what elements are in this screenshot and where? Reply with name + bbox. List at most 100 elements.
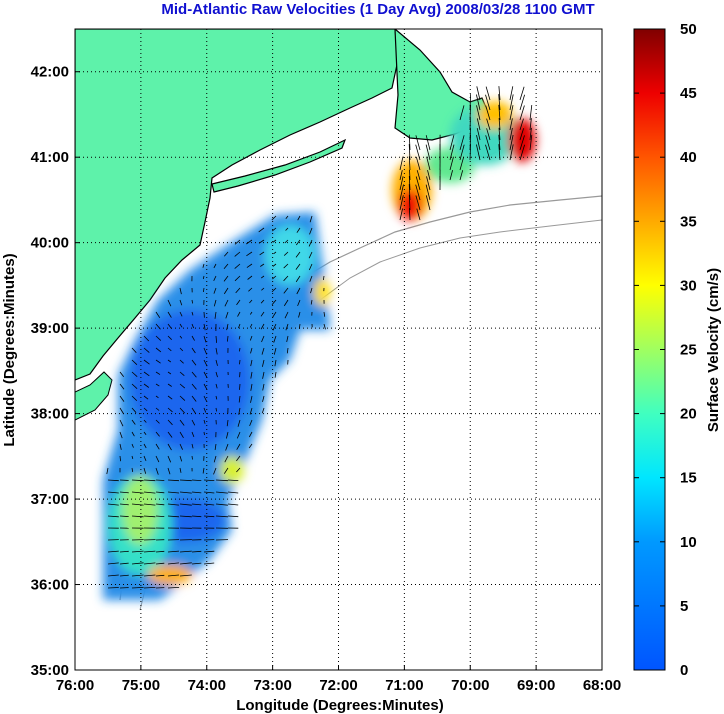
velocity-arrow	[225, 311, 229, 319]
velocity-arrow	[167, 335, 172, 340]
velocity-arrow	[143, 455, 147, 462]
velocity-arrow	[179, 550, 192, 553]
velocity-arrow	[272, 311, 277, 318]
velocity-arrow	[323, 323, 326, 330]
velocity-arrow	[131, 550, 144, 553]
velocity-arrow	[449, 169, 453, 181]
velocity-arrow	[119, 550, 129, 553]
velocity-arrow	[143, 587, 156, 589]
velocity-arrow	[179, 503, 192, 506]
velocity-arrow	[155, 491, 165, 494]
velocity-arrow	[486, 118, 491, 131]
velocity-arrow	[498, 127, 501, 141]
velocity-arrow	[167, 467, 171, 475]
velocity-arrow	[167, 419, 173, 426]
velocity-arrow	[259, 251, 265, 256]
velocity-arrow	[249, 419, 253, 427]
velocity-arrow	[262, 383, 265, 391]
x-tick-label: 73:00	[253, 677, 291, 694]
x-tick-label: 76:00	[56, 677, 94, 694]
velocity-arrow	[415, 156, 421, 171]
velocity-blob-green	[122, 475, 158, 545]
velocity-arrow	[261, 347, 265, 355]
velocity-arrow	[476, 86, 481, 101]
velocity-blob-nantucket-red	[508, 118, 536, 162]
velocity-arrow	[459, 144, 465, 161]
velocity-arrow	[213, 287, 217, 294]
velocity-arrow	[167, 491, 180, 494]
velocity-arrow	[509, 144, 514, 161]
velocity-arrow	[308, 263, 313, 271]
velocity-arrow	[295, 275, 301, 283]
y-axis-ticks: 35:00 36:00 37:00 38:00 39:00 40:00 41:00 42:00	[31, 64, 80, 679]
velocity-arrow	[509, 86, 514, 101]
velocity-arrow	[215, 383, 218, 389]
velocity-arrow	[191, 311, 194, 316]
velocity-arrow	[476, 105, 481, 121]
velocity-arrow	[399, 208, 403, 221]
velocity-arrow	[249, 299, 253, 304]
velocity-arrow	[239, 383, 241, 390]
y-tick-label: 41:00	[31, 149, 69, 166]
velocity-arrow	[191, 491, 202, 494]
velocity-arrow	[215, 335, 217, 343]
velocity-arrow	[408, 194, 411, 211]
velocity-arrow	[250, 347, 253, 354]
velocity-arrow	[143, 359, 150, 365]
velocity-arrow	[131, 419, 136, 425]
colorbar-label: Surface Velocity (cm/s)	[705, 268, 722, 432]
velocity-arrow	[260, 311, 265, 317]
velocity-arrow	[155, 455, 160, 463]
y-tick-label: 42:00	[31, 64, 69, 81]
velocity-arrow	[262, 359, 265, 367]
velocity-arrow	[529, 104, 533, 121]
velocity-arrow	[408, 134, 411, 151]
velocity-arrow	[215, 347, 218, 355]
velocity-arrow	[509, 127, 513, 141]
velocity-arrow	[227, 503, 239, 506]
velocity-arrow	[272, 323, 277, 331]
land-mainland	[75, 29, 399, 381]
velocity-arrow	[167, 395, 173, 400]
velocity-arrow	[238, 395, 241, 403]
velocity-arrow	[215, 395, 218, 400]
velocity-arrow	[236, 467, 241, 473]
velocity-arrow	[223, 275, 229, 282]
velocity-arrow	[155, 383, 160, 387]
velocity-arrow	[449, 144, 455, 161]
velocity-arrow	[399, 184, 404, 201]
velocity-arrow	[131, 383, 138, 389]
velocity-arrow	[323, 311, 326, 317]
velocity-arrow	[459, 170, 464, 181]
velocity-arrow	[155, 371, 161, 375]
velocity-arrow	[459, 156, 465, 171]
velocity-arrow	[271, 215, 277, 221]
velocity-arrow	[155, 431, 160, 437]
velocity-arrow	[215, 371, 218, 378]
velocity-arrow	[143, 515, 156, 518]
velocity-arrow	[235, 287, 241, 294]
colorbar-tick-label: 15	[680, 470, 697, 487]
velocity-arrow	[227, 491, 239, 494]
velocity-arrow	[167, 503, 180, 506]
velocity-arrow	[119, 479, 129, 481]
velocity-arrow	[167, 515, 180, 518]
velocity-arrow	[272, 263, 277, 267]
velocity-arrow	[214, 443, 217, 450]
velocity-arrow	[409, 208, 411, 221]
velocity-arrow	[167, 299, 172, 307]
velocity-arrow	[272, 275, 277, 280]
velocity-arrow	[191, 395, 197, 402]
velocity-arrow	[143, 407, 148, 412]
velocity-arrow	[250, 395, 253, 403]
y-tick-label: 40:00	[31, 235, 69, 252]
velocity-arrow	[399, 195, 404, 211]
velocity-arrow	[246, 251, 253, 257]
velocity-arrow	[498, 86, 501, 101]
velocity-arrow	[155, 395, 159, 399]
x-tick-label: 75:00	[122, 677, 160, 694]
velocity-arrow	[226, 323, 229, 331]
velocity-arrow	[167, 455, 172, 463]
velocity-arrow	[191, 359, 197, 366]
velocity-arrow	[295, 251, 301, 258]
